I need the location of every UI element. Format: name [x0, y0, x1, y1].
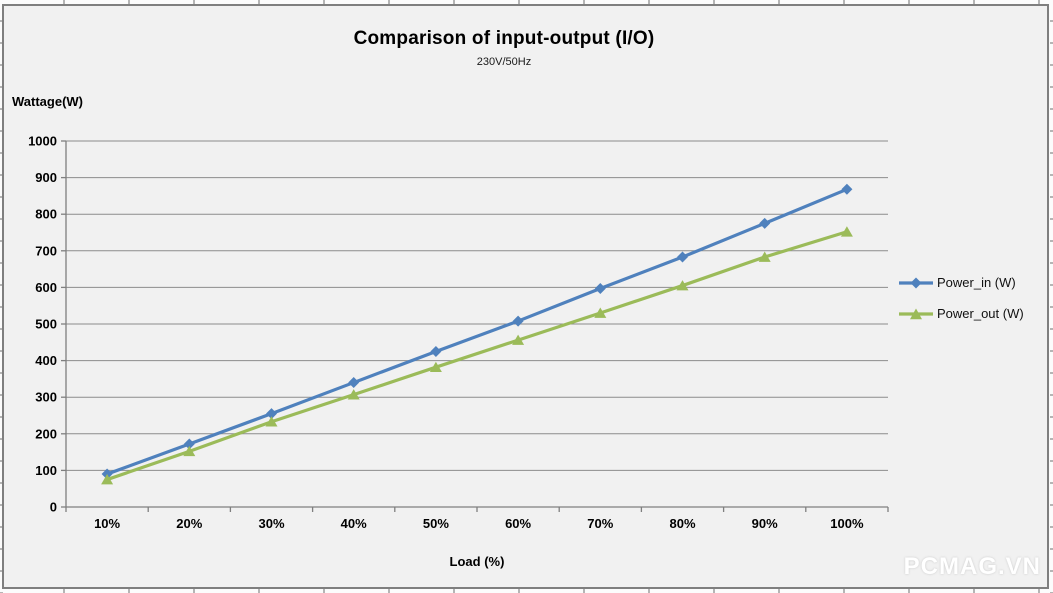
- diamond-marker[interactable]: [677, 251, 688, 263]
- spreadsheet-edge-left: [0, 0, 3, 593]
- x-tick-label: 30%: [258, 516, 284, 531]
- triangle-marker[interactable]: [347, 389, 360, 400]
- y-tick-label: 800: [35, 207, 57, 222]
- series-line-power-out-w[interactable]: [105, 230, 849, 482]
- axes: 0 100 200 300 400 500 600 700 800 900 1000 10% 20% 30…: [28, 134, 889, 531]
- triangle-marker[interactable]: [429, 361, 442, 372]
- diamond-marker[interactable]: [430, 345, 442, 357]
- y-tick-label: 1000: [28, 134, 57, 149]
- legend-swatch-triangle-icon: [899, 308, 933, 319]
- diamond-marker[interactable]: [183, 438, 195, 450]
- x-tick-label: 10%: [94, 516, 120, 531]
- y-tick-label: 900: [35, 170, 57, 185]
- gridlines: [66, 140, 888, 471]
- series-power-out-w[interactable]: [101, 226, 853, 485]
- x-tick-label: 40%: [341, 516, 367, 531]
- y-axis-title: Wattage(W): [12, 94, 84, 109]
- x-tick-label: 90%: [752, 516, 778, 531]
- legend-item-power-out-w[interactable]: Power_out (W): [898, 298, 1024, 329]
- triangle-marker[interactable]: [265, 416, 278, 427]
- diamond-marker[interactable]: [348, 377, 360, 389]
- watermark: PCMAG.VN: [903, 553, 1041, 580]
- plot-svg: 0 100 200 300 400 500 600 700 800 900 1000 10% 20% 30…: [28, 134, 889, 531]
- series-line-power-in-w[interactable]: [105, 187, 849, 476]
- legend-swatch-diamond-icon: [899, 277, 933, 288]
- y-tick-label: 300: [35, 390, 57, 405]
- triangle-marker[interactable]: [594, 307, 607, 318]
- diamond-marker[interactable]: [266, 408, 277, 420]
- y-tick-label: 500: [35, 317, 57, 332]
- diamond-marker[interactable]: [759, 217, 771, 229]
- x-tick-label: 70%: [587, 516, 613, 531]
- diamond-marker[interactable]: [512, 315, 524, 327]
- legend-item-power-in-w[interactable]: Power_in (W): [898, 267, 1024, 298]
- y-tick-label: 100: [35, 463, 57, 478]
- triangle-marker[interactable]: [101, 474, 114, 485]
- y-tick-label: 200: [35, 426, 57, 441]
- spreadsheet-edge-right: [1050, 0, 1053, 593]
- chart-subtitle: 230V/50Hz: [476, 56, 532, 68]
- x-axis-title: Load (%): [449, 554, 505, 569]
- diamond-marker[interactable]: [594, 282, 606, 294]
- legend-label: Power_in (W): [937, 275, 1016, 290]
- triangle-marker[interactable]: [840, 226, 853, 237]
- spreadsheet-edge-top: [0, 0, 1053, 4]
- x-tick-label: 80%: [669, 516, 695, 531]
- series-power-in-w[interactable]: [101, 183, 853, 480]
- triangle-marker[interactable]: [183, 445, 196, 457]
- legend: Power_in (W) Power_out (W): [898, 267, 1024, 329]
- triangle-marker[interactable]: [512, 334, 525, 345]
- diamond-marker[interactable]: [841, 183, 853, 195]
- y-tick-label: 600: [35, 280, 57, 295]
- y-tick-label: 700: [35, 243, 57, 258]
- x-tick-label: 100%: [830, 516, 864, 531]
- x-tick-label: 50%: [423, 516, 449, 531]
- legend-label: Power_out (W): [937, 306, 1024, 321]
- x-tick-label: 60%: [505, 516, 531, 531]
- triangle-marker[interactable]: [676, 280, 689, 291]
- chart-area[interactable]: Comparison of input-output (I/O) 230V/50…: [2, 4, 1049, 589]
- y-tick-label: 0: [50, 500, 57, 515]
- spreadsheet-edge-bottom: [0, 589, 1053, 593]
- x-tick-label: 20%: [176, 516, 202, 531]
- triangle-marker[interactable]: [758, 251, 771, 262]
- chart-title: Comparison of input-output (I/O): [353, 28, 655, 49]
- y-tick-label: 400: [35, 353, 57, 368]
